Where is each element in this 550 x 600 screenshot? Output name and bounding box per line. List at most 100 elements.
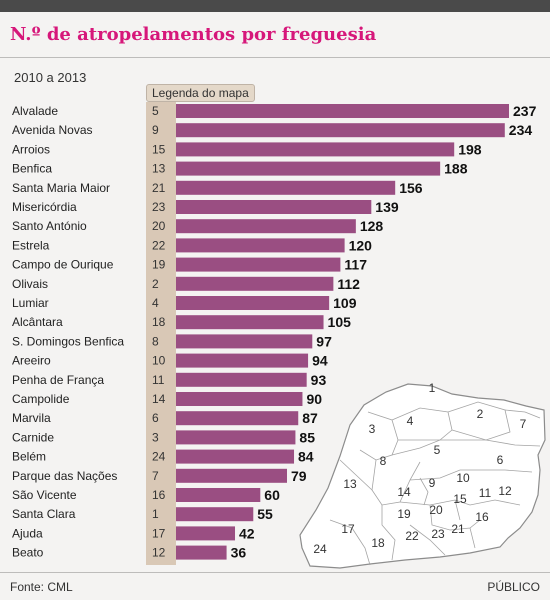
map-district-label: 20	[429, 503, 443, 517]
value-label: 128	[360, 218, 384, 234]
map-district-label: 13	[343, 477, 357, 491]
value-label: 120	[349, 237, 373, 253]
map-code-label: 22	[152, 238, 166, 252]
publisher-brand: PÚBLICO	[487, 580, 540, 594]
bar	[176, 219, 356, 234]
map-district-label: 15	[453, 492, 467, 506]
bar	[176, 200, 372, 214]
top-bar	[0, 0, 550, 12]
chart-title: N.º de atropelamentos por freguesia	[10, 24, 377, 45]
value-label: 85	[299, 429, 315, 445]
bar	[176, 123, 505, 138]
map-code-column	[146, 102, 176, 565]
bar	[176, 315, 324, 330]
category-label: Parque das Nações	[12, 469, 117, 483]
map-district-label: 18	[371, 536, 385, 550]
value-label: 97	[316, 333, 332, 349]
lisbon-map-outline	[299, 383, 546, 569]
map-code-label: 4	[152, 296, 159, 310]
value-label: 84	[298, 449, 314, 465]
map-district-label: 3	[369, 422, 376, 436]
map-code-label: 5	[152, 104, 159, 118]
bar	[176, 238, 345, 253]
map-code-label: 13	[152, 162, 166, 176]
category-label: Beato	[12, 546, 44, 560]
bar	[176, 334, 313, 349]
category-label: Olivais	[12, 277, 48, 291]
bar	[176, 545, 227, 560]
category-label: Lumiar	[12, 296, 49, 310]
value-label: 109	[333, 295, 357, 311]
map-code-label: 9	[152, 123, 159, 137]
map-district-label: 1	[429, 381, 436, 395]
value-label: 234	[509, 122, 533, 138]
map-district-label: 6	[497, 453, 504, 467]
value-label: 93	[311, 372, 327, 388]
category-label: Ajuda	[12, 526, 43, 540]
bar	[176, 104, 509, 118]
map-legend-label: Legenda do mapa	[146, 84, 255, 102]
value-label: 156	[399, 180, 423, 196]
map-district-label: 19	[397, 507, 411, 521]
map-district-label: 11	[479, 486, 492, 500]
value-label: 90	[306, 391, 322, 407]
map-code-label: 15	[152, 142, 166, 156]
map-code-label: 10	[152, 354, 166, 368]
map-code-label: 11	[152, 373, 165, 387]
value-label: 94	[312, 353, 328, 369]
bar	[176, 276, 334, 291]
bar	[176, 526, 236, 541]
value-label: 36	[231, 545, 247, 561]
category-label: Alcântara	[12, 315, 63, 329]
value-label: 139	[375, 199, 399, 215]
map-district-label: 4	[407, 414, 414, 428]
value-label: 112	[337, 276, 360, 292]
category-label: Avenida Novas	[12, 123, 93, 137]
chart-subtitle: 2010 a 2013	[14, 70, 87, 85]
map-district-label: 16	[475, 510, 489, 524]
value-label: 237	[513, 103, 537, 119]
value-label: 79	[291, 468, 307, 484]
map-district-label: 12	[498, 484, 512, 498]
category-label: Carnide	[12, 430, 54, 444]
map-code-label: 18	[152, 315, 166, 329]
map-district-label: 22	[405, 529, 419, 543]
footer-divider	[0, 572, 550, 573]
map-code-label: 14	[152, 392, 166, 406]
category-label: Santa Maria Maior	[12, 181, 110, 195]
map-code-label: 23	[152, 200, 166, 214]
bar	[176, 296, 330, 310]
district-borders	[329, 401, 541, 566]
map-code-label: 17	[152, 526, 166, 540]
bar	[176, 449, 295, 464]
map-code-label: 16	[152, 488, 166, 502]
map-district-label: 10	[456, 471, 470, 485]
category-label: Campo de Ourique	[12, 258, 114, 272]
value-label: 105	[328, 314, 352, 330]
category-label: Arroios	[12, 142, 50, 156]
value-label: 60	[264, 487, 280, 503]
map-district-label: 14	[397, 485, 411, 499]
bar	[176, 507, 254, 522]
category-label: Alvalade	[12, 104, 58, 118]
map-code-label: 12	[152, 546, 166, 560]
map-code-label: 3	[152, 430, 159, 444]
map-district-label: 21	[451, 522, 465, 536]
map-district-label: 24	[313, 542, 327, 556]
title-divider	[0, 57, 550, 58]
map-district-label: 17	[341, 522, 355, 536]
bar	[176, 411, 299, 426]
value-label: 198	[458, 141, 482, 157]
category-label: Campolide	[12, 392, 70, 406]
category-label: Belém	[12, 450, 46, 464]
map-district-label: 9	[429, 476, 436, 490]
map-district-label: 7	[520, 417, 527, 431]
value-label: 117	[344, 257, 367, 273]
map-code-label: 1	[152, 507, 159, 521]
bar	[176, 430, 296, 445]
value-label: 55	[257, 506, 273, 522]
